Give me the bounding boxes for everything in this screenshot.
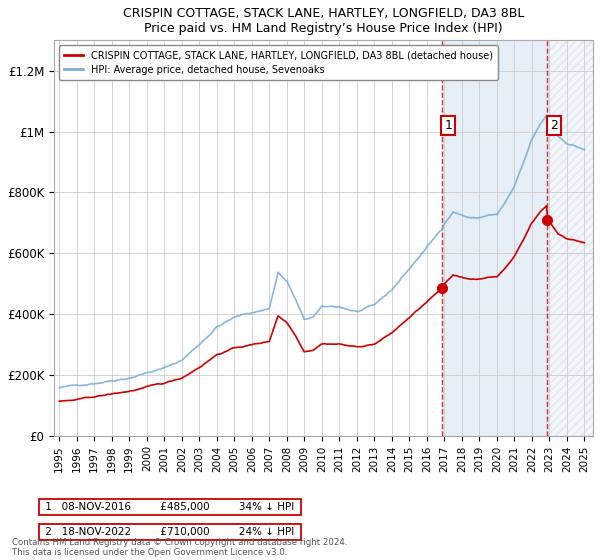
Text: 2: 2 [550, 119, 558, 132]
Bar [547, 40, 593, 436]
Text: 1: 1 [445, 119, 452, 132]
Title: CRISPIN COTTAGE, STACK LANE, HARTLEY, LONGFIELD, DA3 8BL
Price paid vs. HM Land : CRISPIN COTTAGE, STACK LANE, HARTLEY, LO… [123, 7, 524, 35]
Text: 1   08-NOV-2016         £485,000         34% ↓ HPI: 1 08-NOV-2016 £485,000 34% ↓ HPI [42, 502, 298, 512]
Bar [442, 40, 547, 436]
Text: 2   18-NOV-2022         £710,000         24% ↓ HPI: 2 18-NOV-2022 £710,000 24% ↓ HPI [42, 527, 298, 537]
Text: Contains HM Land Registry data © Crown copyright and database right 2024.
This d: Contains HM Land Registry data © Crown c… [12, 538, 347, 557]
Legend: CRISPIN COTTAGE, STACK LANE, HARTLEY, LONGFIELD, DA3 8BL (detached house), HPI: : CRISPIN COTTAGE, STACK LANE, HARTLEY, LO… [59, 45, 498, 80]
